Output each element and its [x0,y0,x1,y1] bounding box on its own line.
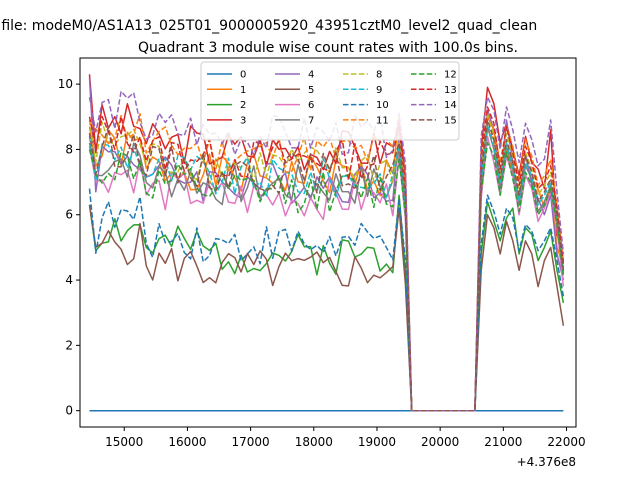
legend-label-3: 3 [240,115,246,126]
y-tick-label: 6 [65,208,73,222]
legend-label-8: 8 [376,70,382,81]
x-axis: 15000 16000 17000 18000 19000 20000 21000 22000 [105,427,586,449]
y-tick-label: 0 [65,404,73,418]
y-tick-label: 8 [65,142,73,156]
x-tick-label: 18000 [295,435,333,449]
y-tick-label: 2 [65,338,73,352]
legend-label-14: 14 [444,100,457,111]
series-line-13 [88,106,565,412]
series-line-5 [88,204,565,412]
series-line-6 [88,135,565,412]
legend-label-5: 5 [308,85,314,96]
x-tick-label: 17000 [232,435,270,449]
series-line-2 [88,194,565,412]
x-tick-label: 19000 [358,435,396,449]
legend-label-4: 4 [308,70,314,81]
legend-label-10: 10 [376,100,389,111]
y-tick-label: 10 [58,77,73,91]
series-line-10 [88,188,565,412]
figure-suptitle: n file: modeM0/AS1A13_025T01_9000005920_… [0,18,537,34]
chart-title: Quadrant 3 module wise count rates with … [138,40,518,56]
series-line-15 [88,119,565,412]
legend-label-1: 1 [240,85,246,96]
series-line-9 [88,122,565,412]
legend-label-9: 9 [376,85,382,96]
x-tick-label: 22000 [547,435,585,449]
x-tick-label: 16000 [168,435,206,449]
series-line-12 [88,142,565,412]
plot-frame [79,57,577,428]
legend-label-12: 12 [444,70,457,81]
legend-label-2: 2 [240,100,246,111]
y-tick-label: 4 [65,273,73,287]
legend-label-15: 15 [444,115,457,126]
y-axis: 0 2 4 6 8 10 [58,77,80,418]
legend-label-11: 11 [376,115,389,126]
legend-label-0: 0 [240,70,246,81]
legend-label-13: 13 [444,85,457,96]
x-tick-label: 20000 [421,435,459,449]
x-offset-label: +4.376e8 [517,455,576,469]
legend-label-6: 6 [308,100,314,111]
x-tick-label: 21000 [484,435,522,449]
legend-label-7: 7 [308,115,314,126]
x-tick-label: 15000 [105,435,143,449]
legend-box [200,61,460,141]
